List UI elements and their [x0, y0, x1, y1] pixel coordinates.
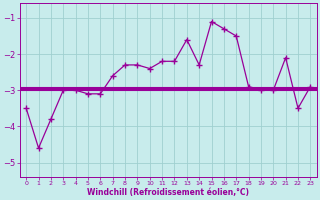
X-axis label: Windchill (Refroidissement éolien,°C): Windchill (Refroidissement éolien,°C): [87, 188, 249, 197]
